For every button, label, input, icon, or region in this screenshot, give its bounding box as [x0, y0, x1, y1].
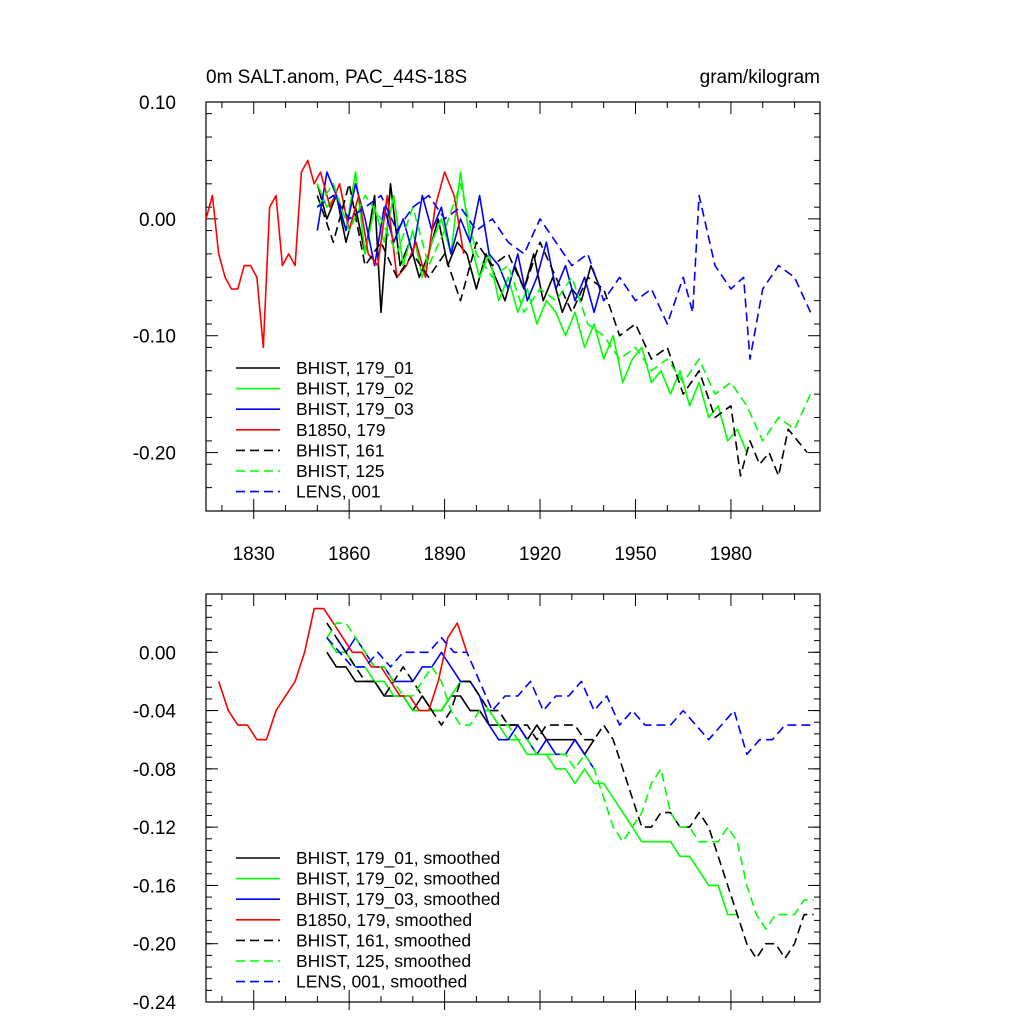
bottom-legend-label: B1850, 179, smoothed	[296, 910, 472, 930]
top-x-tick-label: 1920	[519, 544, 561, 565]
bottom-y-tick-label: 0.00	[139, 643, 176, 664]
bottom-series-line-4	[217, 607, 468, 741]
top-y-tick-labels: 0.10 0.00 -0.10 -0.20	[133, 93, 176, 465]
top-x-tick-label: 1860	[328, 544, 370, 565]
bottom-legend-label: BHIST, 179_02, smoothed	[296, 869, 500, 890]
top-x-tick-label: 1830	[233, 544, 275, 565]
bottom-y-tick-labels: 0.00 -0.04 -0.08 -0.12 -0.16 -0.20 -0.24	[133, 643, 177, 1014]
bottom-series-line-6	[326, 622, 814, 930]
top-legend-label: BHIST, 179_02	[296, 379, 414, 400]
top-x-tick-label: 1980	[710, 544, 752, 565]
top-legend-label: BHIST, 125	[296, 461, 385, 481]
top-x-tick-label: 1890	[423, 544, 465, 565]
top-x-tick-labels: 1830 1860 1890 1920 1950 1980	[233, 544, 752, 565]
top-x-tick-label: 1950	[614, 544, 656, 565]
top-plot-frame	[205, 101, 821, 512]
bottom-y-tick-label: -0.24	[133, 993, 177, 1014]
top-series-line-5	[316, 183, 808, 477]
bottom-ticks	[206, 593, 820, 1010]
top-legend-label: BHIST, 179_01	[296, 358, 414, 379]
top-ticks	[206, 101, 820, 519]
bottom-y-tick-label: -0.04	[133, 702, 177, 723]
top-chart-units: gram/kilogram	[700, 67, 820, 88]
bottom-y-tick-label: -0.16	[133, 876, 176, 897]
bottom-y-tick-label: -0.08	[133, 760, 176, 781]
bottom-y-tick-label: -0.12	[133, 818, 176, 839]
bottom-panel: 0.00 -0.04 -0.08 -0.12 -0.16 -0.20 -0.24 BHIST…	[133, 593, 821, 1014]
top-chart-title: 0m SALT.anom, PAC_44S-18S	[206, 67, 467, 88]
bottom-legend-label: LENS, 001, smoothed	[296, 972, 467, 992]
top-series-line-4	[205, 159, 465, 349]
bottom-y-tick-label: -0.20	[133, 935, 176, 956]
top-y-tick-label: -0.20	[133, 444, 176, 465]
top-legend-label: B1850, 179	[296, 420, 386, 440]
top-legend-label: BHIST, 179_03	[296, 399, 414, 420]
top-y-tick-label: -0.10	[133, 327, 176, 348]
top-series-line-7	[316, 194, 812, 360]
bottom-legend-label: BHIST, 179_01, smoothed	[296, 848, 500, 869]
bottom-legend-label: BHIST, 179_03, smoothed	[296, 889, 500, 910]
top-series-line-2	[316, 171, 748, 453]
bottom-series-line-5	[326, 622, 814, 960]
bottom-plot-frame	[205, 593, 821, 1003]
bottom-series-line-1	[326, 651, 595, 756]
bottom-series	[217, 607, 814, 960]
top-series	[205, 159, 812, 477]
top-series-line-6	[316, 183, 812, 442]
top-legend-label: BHIST, 161	[296, 440, 385, 460]
top-y-tick-label: 0.00	[139, 210, 176, 231]
bottom-legend-label: BHIST, 125, smoothed	[296, 951, 471, 971]
top-y-tick-label: 0.10	[139, 93, 176, 114]
top-panel: 0m SALT.anom, PAC_44S-18S gram/kilogram …	[133, 67, 821, 565]
bottom-series-line-2	[326, 637, 738, 916]
top-series-line-3	[316, 171, 602, 314]
bottom-series-line-7	[326, 636, 811, 756]
bottom-legend-label: BHIST, 161, smoothed	[296, 930, 471, 950]
top-legend-label: LENS, 001	[296, 482, 381, 502]
